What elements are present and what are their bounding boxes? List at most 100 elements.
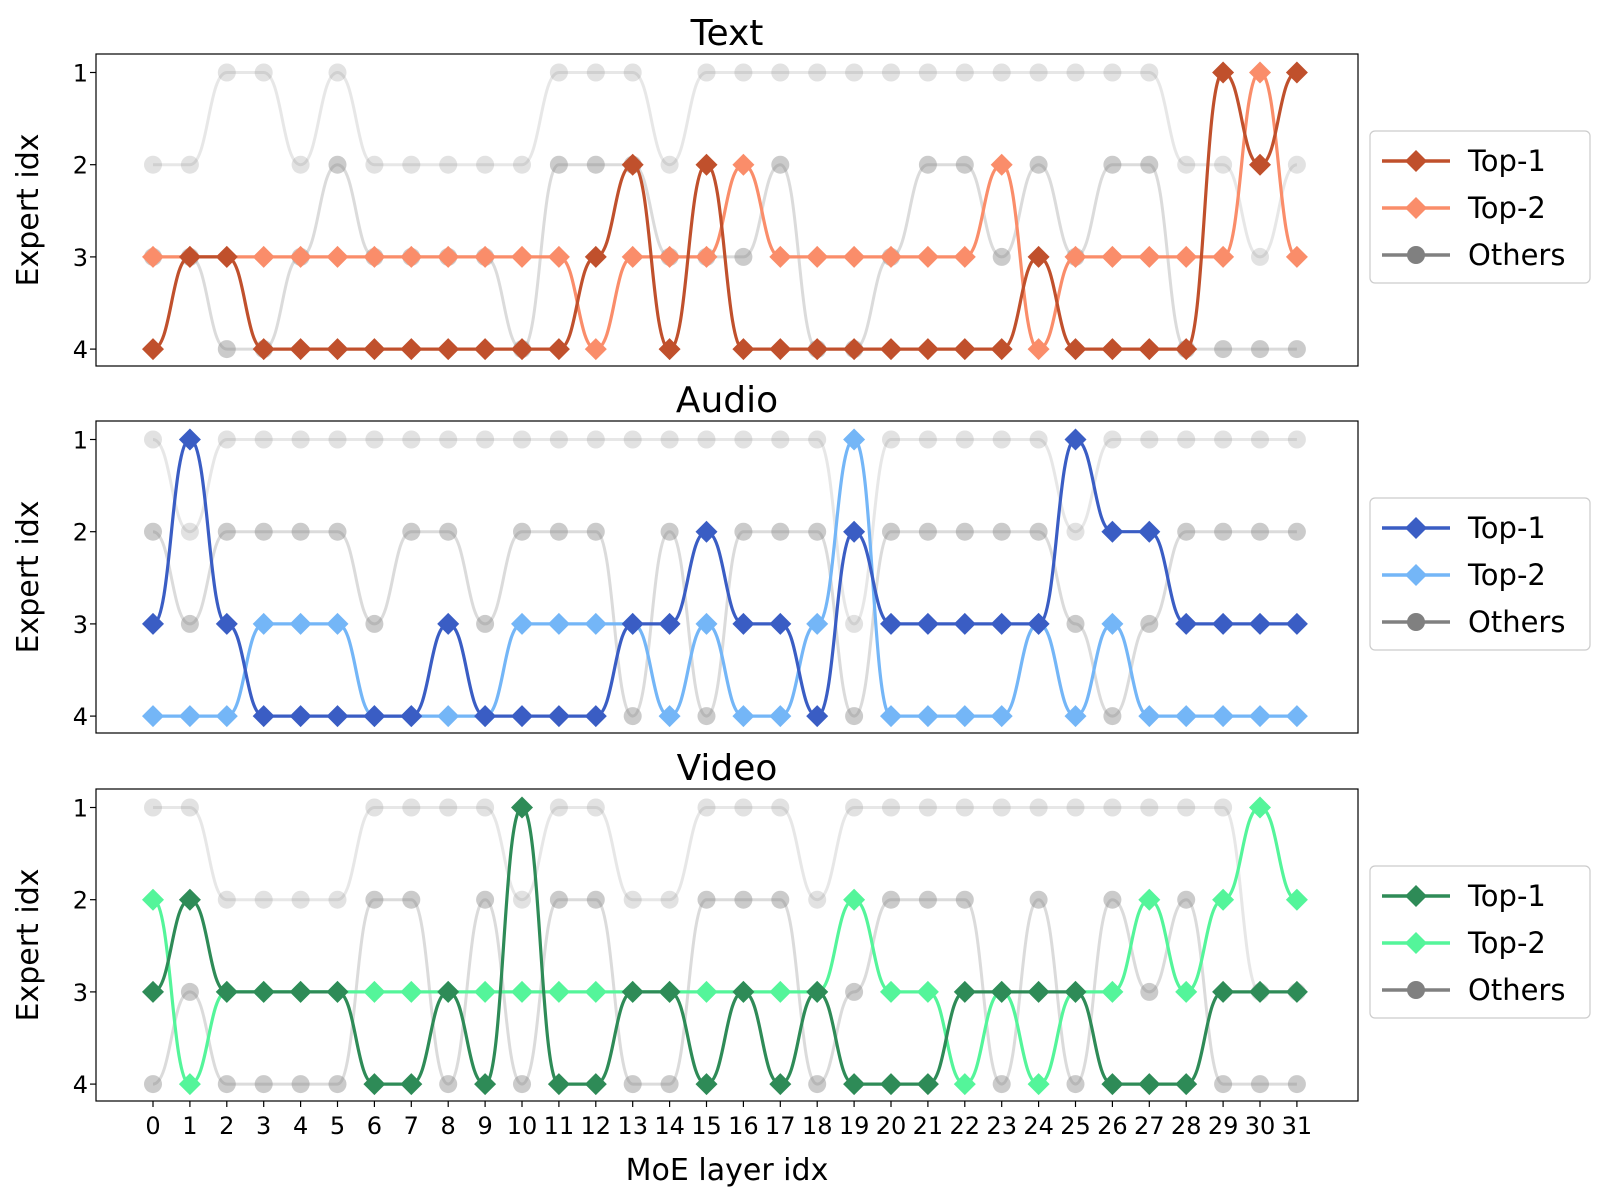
top-2-point (695, 245, 718, 268)
top-1-point (400, 1073, 423, 1096)
others-point (1177, 430, 1196, 449)
top-1-point (252, 705, 275, 728)
others-point (623, 1075, 642, 1094)
others-line (153, 70, 1298, 259)
top-1-point (474, 338, 497, 361)
top-1-point (437, 612, 460, 635)
others-point (1214, 430, 1233, 449)
top-2-point (142, 888, 164, 911)
legend-marker (1405, 197, 1427, 219)
top-1-point (584, 705, 607, 728)
top-1-point (142, 338, 164, 361)
others-point (1140, 155, 1159, 174)
y-tick-label: 2 (73, 887, 88, 915)
x-tick-label: 21 (913, 1112, 944, 1140)
top-1-point (547, 1073, 570, 1096)
top-1-point (289, 705, 312, 728)
others-point (808, 430, 827, 449)
top-1-point (363, 338, 386, 361)
top-1-point (400, 338, 423, 361)
x-axis-ticks: 0 1 2 3 4 5 6 7 8 9 10 11 12 13 14 15 16 17 18 19 20 21 22 23 24… (145, 1101, 1312, 1140)
others-point (734, 63, 753, 82)
others-point (734, 522, 753, 541)
legend-label: Others (1468, 605, 1565, 639)
top-1-point (511, 705, 533, 728)
x-tick-label: 7 (404, 1112, 419, 1140)
others-point (1140, 614, 1159, 633)
others-point (586, 155, 605, 174)
y-tick-label: 2 (73, 519, 88, 547)
legend-marker (1405, 885, 1427, 907)
x-tick-label: 19 (839, 1112, 870, 1140)
others-point (992, 522, 1011, 541)
top-2-point (990, 705, 1013, 728)
x-tick-label: 8 (441, 1112, 456, 1140)
others-point (476, 614, 495, 633)
y-tick-label: 4 (73, 703, 88, 731)
legend-label: Others (1468, 973, 1565, 1007)
others-point (1214, 522, 1233, 541)
others-line (153, 163, 1297, 351)
legend-marker (1407, 981, 1425, 999)
top-1-point (732, 612, 755, 635)
others-point (1251, 430, 1269, 449)
top-1-point (437, 338, 460, 361)
others-point (1287, 430, 1306, 449)
panel-text: Text Expert idx 1 2 3 4 Top-1 Top-2 Others (11, 13, 1591, 367)
others-point (217, 63, 236, 82)
others-point (328, 1075, 347, 1094)
others-point (992, 1075, 1011, 1094)
top-1-point (769, 612, 792, 635)
top-2-point (1249, 61, 1271, 84)
others-point (992, 430, 1011, 449)
others-point (1029, 155, 1048, 174)
legend-label: Top-1 (1467, 144, 1546, 178)
top-1-point (1138, 338, 1161, 361)
top-2-point (916, 245, 939, 268)
top-2-point (953, 705, 976, 728)
top-2-point (584, 980, 607, 1003)
top-1-point (990, 338, 1013, 361)
top-2-point (916, 980, 939, 1003)
x-tick-label: 17 (765, 1112, 796, 1140)
others-point (144, 522, 162, 541)
top-1-point (880, 1073, 902, 1096)
others-point (623, 707, 642, 726)
series-top-1 (142, 428, 1308, 728)
top-1-point (1027, 612, 1050, 635)
top-1-point (806, 980, 829, 1003)
y-axis-label: Expert idx (11, 134, 46, 287)
others-point (771, 63, 790, 82)
others-point (1214, 155, 1233, 174)
top-2-point (732, 153, 755, 176)
top-2-point (326, 612, 349, 635)
x-tick-label: 31 (1282, 1112, 1313, 1140)
axes-frame (95, 53, 1359, 367)
top-2-point (511, 612, 533, 635)
others-point (254, 1075, 273, 1094)
top-2-point (1285, 705, 1308, 728)
others-point (992, 798, 1011, 817)
top-1-point (1101, 338, 1124, 361)
legend-marker (1405, 150, 1427, 172)
others-point (549, 522, 568, 541)
top-1-point (511, 338, 533, 361)
y-axis-label: Expert idx (11, 869, 46, 1022)
others-point (254, 522, 273, 541)
top-1-point (1212, 980, 1235, 1003)
top-1-point (769, 1073, 792, 1096)
x-tick-label: 24 (1023, 1112, 1054, 1140)
others-point (586, 430, 605, 449)
others-point (771, 155, 790, 174)
top-1-point (1064, 338, 1087, 361)
top-2-point (584, 338, 607, 361)
others-point (513, 1075, 531, 1094)
top-1-point (880, 338, 902, 361)
others-point (1029, 890, 1048, 909)
top-1-point (769, 338, 792, 361)
x-tick-label: 30 (1245, 1112, 1276, 1140)
others-point (1029, 522, 1048, 541)
others-point (144, 430, 162, 449)
others-point (660, 430, 679, 449)
others-point (217, 522, 236, 541)
